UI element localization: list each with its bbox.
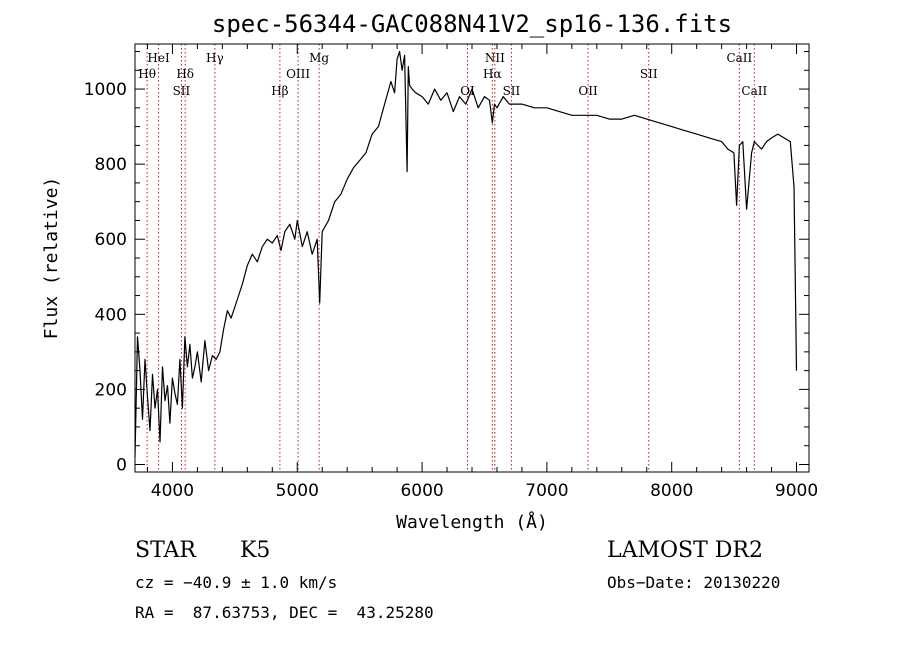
marker-label: Hγ <box>206 51 224 65</box>
x-tick-label: 4000 <box>151 481 194 501</box>
x-tick-label: 7000 <box>525 481 568 501</box>
marker-label: Hδ <box>176 67 194 81</box>
x-tick-label: 5000 <box>276 481 319 501</box>
spectrum-line <box>134 50 798 458</box>
marker-label: Hθ <box>138 67 156 81</box>
redshift-cz: cz = −40.9 ± 1.0 km/s <box>135 573 338 592</box>
spectrum-series <box>134 50 798 458</box>
object-subclass: K5 <box>240 538 271 563</box>
y-axis-label: Flux (relative) <box>41 177 62 340</box>
marker-label: NII <box>485 51 505 65</box>
marker-label: OIII <box>286 67 310 81</box>
marker-label: OII <box>578 84 598 98</box>
marker-label: SII <box>640 67 658 81</box>
y-tick-label: 600 <box>95 230 127 250</box>
x-axis-label: Wavelength (Å) <box>396 511 548 533</box>
y-tick-labels: 0 200 400 600 800 1000 <box>84 80 127 475</box>
y-tick-label: 400 <box>95 305 127 325</box>
plot-frame <box>134 43 810 473</box>
observation-date: Obs−Date: 20130220 <box>607 573 781 592</box>
x-tick-label: 6000 <box>400 481 443 501</box>
marker-label: SII <box>173 84 191 98</box>
y-tick-label: 0 <box>116 455 127 475</box>
marker-label: CaII <box>741 84 767 98</box>
y-tick-label: 1000 <box>84 80 127 100</box>
marker-label: HeI <box>147 51 170 65</box>
marker-label: Mg <box>309 51 329 65</box>
x-tick-label: 8000 <box>650 481 693 501</box>
object-class: STAR <box>135 538 196 563</box>
marker-label: Hβ <box>271 84 288 98</box>
axis-ticks <box>135 44 809 472</box>
y-tick-label: 200 <box>95 380 127 400</box>
marker-label: CaII <box>726 51 752 65</box>
marker-label: SII <box>503 84 521 98</box>
marker-label: OI <box>460 84 475 98</box>
chart-title: spec-56344-GAC088N41V2_sp16-136.fits <box>212 10 732 38</box>
marker-label: Hα <box>483 67 502 81</box>
survey-label: LAMOST DR2 <box>607 538 763 563</box>
x-tick-label: 9000 <box>775 481 818 501</box>
x-tick-labels: 4000 5000 6000 7000 8000 9000 <box>151 481 818 501</box>
y-tick-label: 800 <box>95 155 127 175</box>
ra-dec-coordinates: RA = 87.63753, DEC = 43.25280 <box>135 603 434 622</box>
